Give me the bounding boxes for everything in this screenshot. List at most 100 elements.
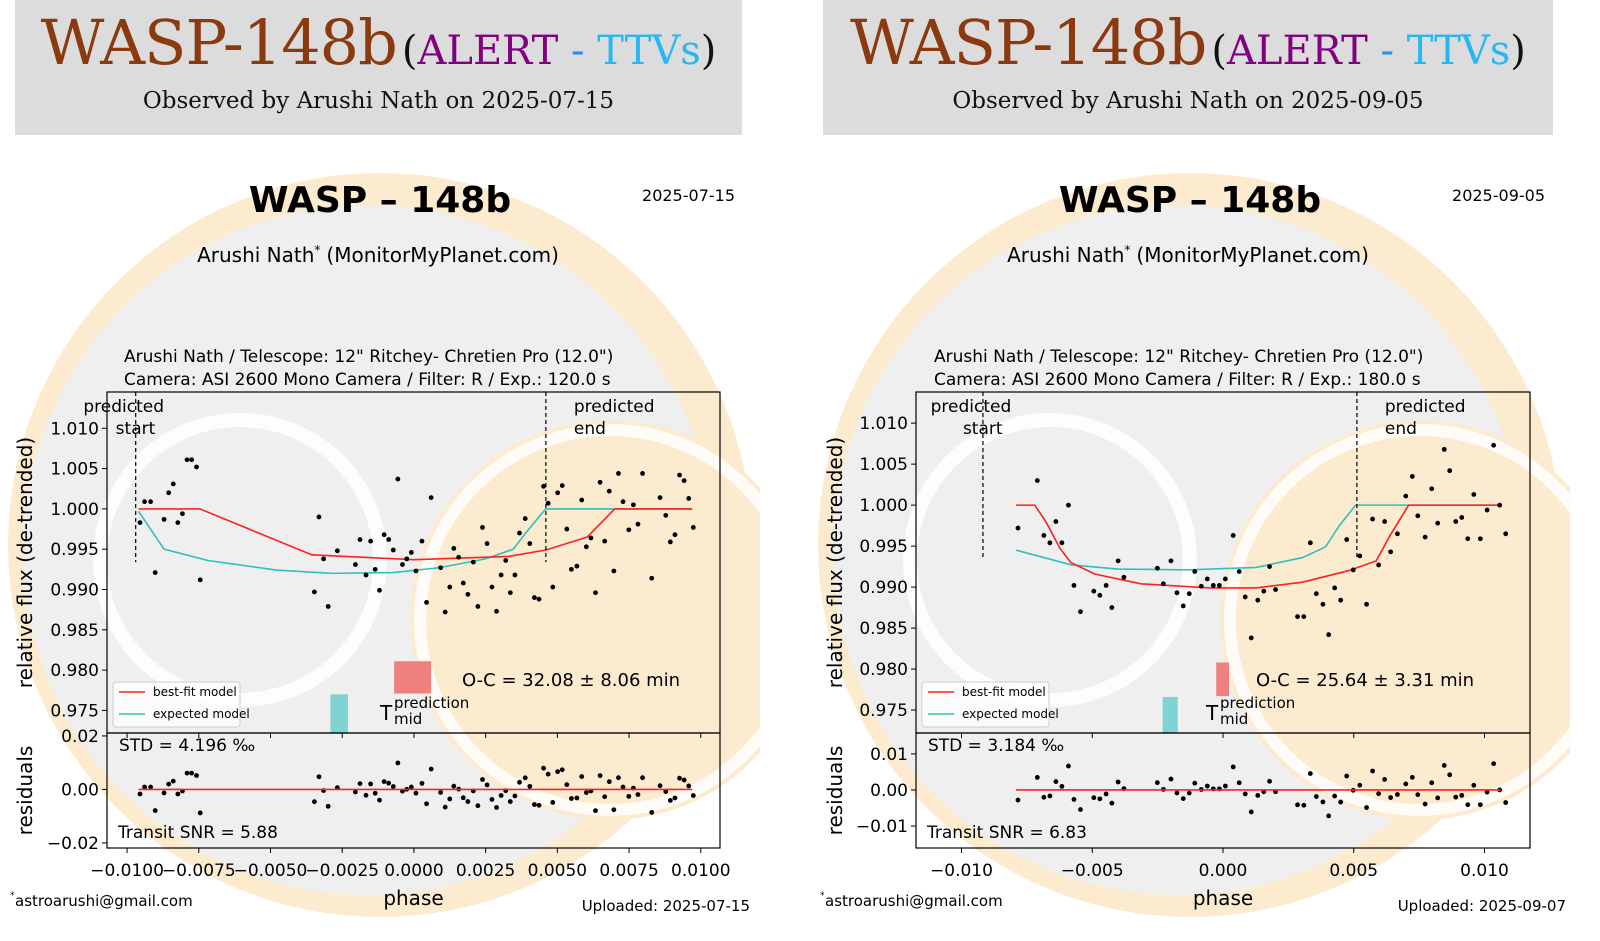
data-point: [564, 526, 570, 532]
residual-point: [161, 790, 167, 796]
residual-point: [372, 790, 378, 796]
residual-point: [1236, 780, 1242, 786]
residual-point: [1370, 768, 1375, 774]
residual-point: [1422, 801, 1428, 807]
data-point: [532, 595, 537, 600]
watermark-letter-c: [414, 424, 760, 816]
observer-line: Arushi Nath* (MonitorMyPlanet.com): [197, 243, 559, 267]
data-point: [1435, 520, 1441, 526]
data-point: [583, 544, 589, 550]
residual-point: [484, 782, 490, 788]
residual-point: [522, 775, 528, 781]
data-point: [475, 604, 481, 609]
data-point: [657, 495, 663, 501]
residual-y-tick-label: 0.00: [61, 780, 99, 800]
data-point: [1497, 502, 1503, 508]
data-point: [400, 562, 405, 567]
y-tick-label: 1.005: [859, 455, 908, 475]
predicted-start-word: start: [116, 419, 156, 439]
watermark-disc-right: [410, 420, 760, 820]
predicted-end-word: end: [574, 419, 606, 439]
alert-label: ALERT: [1227, 28, 1368, 74]
observer-name: Arushi Nath: [1007, 243, 1124, 267]
residual-point: [532, 802, 537, 807]
data-point: [1465, 536, 1471, 542]
residual-point: [1441, 763, 1447, 768]
expected-model-line: [1015, 504, 1501, 571]
residual-point: [1078, 807, 1083, 812]
data-point: [1388, 549, 1394, 555]
data-point: [1041, 533, 1047, 538]
data-point: [1091, 588, 1097, 594]
alert-label: ALERT: [417, 28, 559, 74]
residual-point: [663, 789, 669, 794]
panel-header: WASP-148b (ALERT - TTVs) Observed by Aru…: [823, 0, 1553, 135]
residual-point: [1388, 795, 1394, 800]
data-point: [1071, 583, 1077, 588]
residual-point: [325, 803, 331, 809]
residual-point: [564, 782, 570, 788]
residual-point: [574, 795, 580, 801]
data-point: [1115, 558, 1121, 564]
residual-point: [1344, 773, 1350, 779]
residual-point: [498, 793, 504, 798]
data-point: [1403, 493, 1409, 499]
residual-point: [1267, 778, 1272, 784]
residual-point: [428, 766, 434, 772]
watermark-letter-e: [903, 413, 1197, 707]
x-tick-label: 0.0000: [384, 861, 443, 881]
residual-point: [1066, 763, 1071, 769]
data-point: [357, 537, 363, 542]
legend-expected-label: expected model: [153, 707, 250, 721]
residual-point: [1186, 790, 1192, 796]
residual-point: [311, 799, 317, 805]
residual-point: [602, 794, 608, 800]
data-point: [1415, 513, 1421, 519]
x-tick-label: 0.0050: [528, 861, 587, 881]
residual-point: [677, 775, 682, 781]
data-point: [353, 562, 358, 567]
observed-by: Observed by Arushi Nath on 2025-09-05: [952, 88, 1424, 114]
chart-title: WASP – 148b: [1059, 180, 1321, 221]
data-point: [1453, 519, 1459, 524]
x-tick-label: −0.0025: [305, 861, 379, 881]
residual-point: [583, 790, 589, 795]
std-annotation: STD = 4.196 ‰: [119, 736, 255, 756]
data-point: [1210, 583, 1216, 588]
residual-point: [672, 795, 678, 801]
data-point: [503, 558, 509, 563]
data-point: [438, 565, 444, 571]
contact-email: astroarushi@gmail.com: [825, 892, 1003, 910]
data-point: [1267, 564, 1272, 569]
residual-point: [377, 797, 382, 803]
x-tick-label: 0.0075: [599, 861, 658, 881]
data-point: [404, 556, 410, 562]
data-point: [681, 478, 687, 484]
data-point: [1395, 531, 1400, 537]
residual-point: [507, 799, 513, 804]
data-point: [489, 584, 495, 590]
residual-point: [545, 771, 551, 777]
data-point: [1255, 597, 1261, 603]
tmid-superscript: prediction: [1220, 694, 1295, 712]
residual-point: [197, 810, 203, 816]
data-point: [1409, 474, 1415, 479]
residual-point: [1053, 779, 1059, 784]
residual-point: [447, 796, 453, 802]
data-point: [507, 590, 513, 596]
residual-point: [517, 779, 522, 785]
y-tick-label: 0.990: [50, 581, 99, 601]
data-point: [1326, 632, 1332, 638]
data-point: [1459, 515, 1465, 520]
tmid-symbol: T: [379, 701, 393, 725]
data-point: [465, 591, 471, 597]
y-tick-label: 0.985: [859, 619, 908, 639]
predicted-start-label: predicted: [83, 397, 164, 417]
predicted-start-label: predicted: [931, 397, 1012, 417]
residual-point: [1459, 792, 1465, 798]
residual-point: [1326, 813, 1332, 819]
residual-point: [175, 791, 181, 797]
data-point: [408, 550, 414, 555]
data-point: [148, 499, 154, 505]
